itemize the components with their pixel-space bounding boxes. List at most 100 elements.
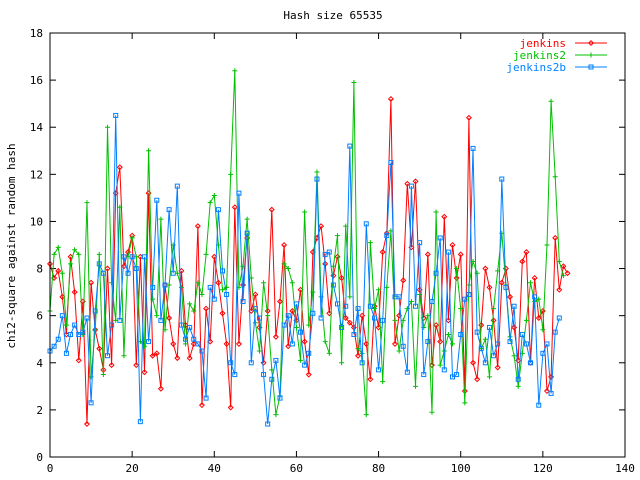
jenkins-point <box>449 241 456 249</box>
y-tick-label: 0 <box>36 451 43 464</box>
jenkins2-point <box>486 374 492 380</box>
jenkins2-point <box>248 275 254 281</box>
jenkins2b-point <box>339 324 345 330</box>
x-tick-label: 100 <box>451 462 471 475</box>
jenkins-point <box>334 253 341 260</box>
jenkins-point <box>203 305 210 312</box>
jenkins-point <box>63 331 70 338</box>
jenkins2-point <box>363 412 369 418</box>
jenkins2b-point <box>536 402 542 408</box>
jenkins2b-point <box>441 367 447 373</box>
jenkins2b-point <box>252 306 258 312</box>
jenkins2b-point <box>482 360 488 366</box>
jenkins2b-point <box>548 390 554 396</box>
jenkins2b-point <box>129 254 135 260</box>
legend-marker-jenkins2b <box>588 64 594 70</box>
jenkins2b-point <box>540 350 546 356</box>
jenkins-point <box>355 352 362 359</box>
jenkins-point <box>453 274 460 281</box>
jenkins2-point <box>162 327 168 333</box>
jenkins2b-point <box>236 190 242 196</box>
jenkins2-point <box>482 336 488 342</box>
jenkins2-point <box>450 341 455 347</box>
x-tick-label: 60 <box>290 462 303 475</box>
jenkins-point <box>231 204 238 211</box>
jenkins2b-point <box>68 332 74 338</box>
jenkins2-point <box>244 216 250 222</box>
jenkins2b-point <box>491 353 497 359</box>
jenkins-line <box>49 98 568 425</box>
jenkins2b-point <box>355 306 361 312</box>
jenkins2b-point <box>277 395 283 401</box>
jenkins2-point <box>470 258 476 264</box>
jenkins2b-point <box>55 336 61 342</box>
jenkins-point <box>445 317 452 324</box>
jenkins2b-point <box>51 343 57 349</box>
jenkins2b-point <box>433 270 439 276</box>
jenkins2-point <box>458 306 464 312</box>
jenkins2b-point <box>96 261 102 267</box>
jenkins2b-point <box>146 339 152 345</box>
jenkins-point <box>556 286 563 293</box>
jenkins2-point <box>281 261 287 267</box>
jenkins-point <box>285 343 292 350</box>
jenkins2b-point <box>215 207 221 213</box>
y-axis-label: chi2-square against random hash <box>5 143 18 348</box>
jenkins2b-point <box>80 329 86 335</box>
jenkins2b-point <box>343 303 349 309</box>
jenkins-point <box>424 251 431 258</box>
jenkins2b-point <box>429 299 435 305</box>
jenkins2-point <box>232 68 238 74</box>
jenkins-point <box>379 249 386 256</box>
jenkins-point <box>539 307 546 314</box>
jenkins-point <box>342 315 349 322</box>
jenkins2b-point <box>335 301 340 307</box>
jenkins-point <box>108 362 115 369</box>
jenkins-point <box>67 253 74 260</box>
jenkins2b-point <box>326 249 332 255</box>
jenkins-point <box>190 340 197 347</box>
jenkins-point <box>367 376 374 383</box>
jenkins2-point <box>207 200 213 206</box>
jenkins-point <box>157 385 164 392</box>
jenkins-point <box>338 274 345 281</box>
jenkins2-point <box>129 235 135 241</box>
jenkins2b-point <box>371 315 377 321</box>
jenkins2b-point <box>396 294 402 300</box>
jenkins2-point <box>552 174 558 180</box>
jenkins2-point <box>191 308 197 314</box>
jenkins2-point <box>265 313 271 319</box>
jenkins2b-point <box>261 372 267 378</box>
jenkins-point <box>120 263 127 270</box>
jenkins2b-point <box>486 324 492 330</box>
jenkins2-point <box>76 251 82 257</box>
jenkins2b-point <box>347 143 353 149</box>
jenkins2b-point <box>318 315 324 321</box>
jenkins2-point <box>302 209 308 215</box>
jenkins2b-point <box>466 291 472 297</box>
jenkins2-point <box>183 341 189 347</box>
y-tick-label: 12 <box>30 168 43 181</box>
jenkins-point <box>83 421 90 428</box>
jenkins2b-point <box>519 332 525 338</box>
jenkins2b-point <box>59 313 65 319</box>
jenkins2b-point <box>474 329 480 335</box>
jenkins2-point <box>437 362 443 368</box>
jenkins2b-point <box>207 284 213 290</box>
jenkins2b-point <box>544 341 550 347</box>
jenkins2b-point <box>437 235 443 241</box>
jenkins-point <box>194 223 201 230</box>
jenkins-point <box>400 277 407 284</box>
jenkins2b-point <box>133 266 139 272</box>
jenkins2-point <box>273 412 279 418</box>
jenkins2b-point <box>269 376 275 382</box>
jenkins2-point <box>92 327 98 333</box>
jenkins2-point <box>293 324 299 330</box>
jenkins-point <box>482 265 489 272</box>
legend-label-jenkins2b: jenkins2b <box>506 61 566 74</box>
jenkins2b-point <box>105 353 110 359</box>
jenkins2-point <box>544 242 550 248</box>
jenkins2b-point <box>351 332 357 338</box>
jenkins2-point <box>335 233 340 239</box>
